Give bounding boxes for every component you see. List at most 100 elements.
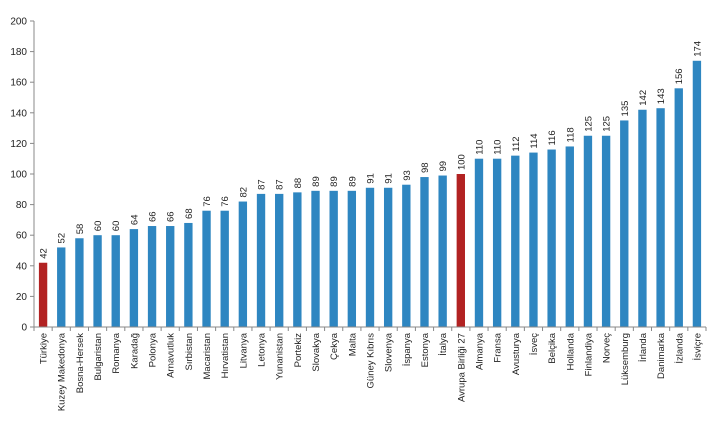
x-tick-label: Karadağ: [129, 333, 140, 369]
y-tick-label: 120: [10, 139, 27, 150]
x-tick-label: Yunanistan: [275, 333, 286, 380]
x-tick-label: Letonya: [257, 332, 268, 367]
bar: [638, 109, 647, 328]
data-label: 87: [275, 179, 286, 190]
bar: [583, 135, 593, 327]
y-tick-label: 0: [21, 323, 27, 334]
bar: [57, 247, 66, 327]
bar: [275, 193, 284, 327]
data-label: 89: [347, 176, 358, 187]
bar: [692, 60, 702, 327]
bar: [256, 193, 266, 327]
bar: [420, 177, 429, 327]
bar: [184, 222, 193, 327]
x-tick-label: İspanya: [402, 332, 413, 366]
y-axis: 0 20 40 60 80 100 120 140 160 180 200: [10, 17, 35, 334]
data-label: 76: [202, 196, 213, 207]
bar: [220, 210, 229, 327]
bar: [511, 155, 520, 327]
x-tick-label: Estonya: [420, 332, 431, 367]
bar: [529, 152, 538, 327]
data-label: 87: [257, 179, 268, 190]
bar: [93, 235, 102, 327]
x-tick-label: İsviçre: [692, 333, 703, 360]
data-label: 110: [493, 140, 504, 155]
bar: [75, 238, 84, 327]
data-label: 76: [220, 196, 231, 207]
x-tick-label: Avrupa Birliği 27: [456, 333, 467, 402]
data-label: 135: [620, 101, 631, 117]
x-tick-label: Bosna-Hersek: [75, 333, 86, 393]
x-tick-label: İzlanda: [674, 332, 685, 363]
x-tick-label: Hırvatistan: [220, 333, 231, 378]
bar: [656, 108, 665, 328]
bar: [547, 149, 556, 327]
x-tick-label: Malta: [347, 332, 358, 356]
x-tick-label: Bulgaristan: [93, 333, 104, 381]
x-tick-label: Belçika: [547, 332, 558, 363]
x-tick-label: Lüksemburg: [620, 333, 631, 385]
x-tick-label: Slovakya: [311, 332, 322, 371]
data-label: 66: [148, 211, 159, 222]
data-label: 112: [511, 136, 522, 151]
bar: [620, 120, 629, 327]
y-tick-label: 80: [16, 200, 28, 211]
x-tick-label: Danimarka: [656, 332, 667, 379]
x-tick-label: Sırbistan: [184, 333, 195, 371]
data-label: 114: [529, 133, 540, 148]
bar: [111, 235, 120, 327]
x-tick-label: Hollanda: [565, 332, 576, 370]
x-tick-label: Türkiye: [39, 333, 50, 364]
x-tick-label: Macaristan: [202, 333, 213, 379]
data-label: 42: [39, 248, 50, 259]
x-tick-label: Çekya: [329, 332, 340, 360]
data-label: 110: [474, 140, 485, 155]
x-tick-label: Portekiz: [293, 333, 304, 368]
bar: [474, 158, 484, 327]
x-tick-label: Litvanya: [238, 332, 249, 368]
data-label: 58: [75, 224, 86, 235]
y-tick-label: 160: [10, 78, 27, 89]
data-label: 118: [565, 127, 576, 142]
bar: [565, 146, 574, 327]
data-label: 116: [547, 130, 558, 145]
x-tick-label: Kuzey Makedonya: [57, 332, 68, 411]
x-tick-label: Avusturya: [511, 332, 522, 375]
y-tick-label: 200: [10, 17, 27, 28]
bar: [601, 135, 611, 327]
bar: [383, 187, 393, 327]
data-label: 60: [93, 221, 104, 232]
y-tick-label: 40: [16, 261, 28, 272]
x-tick-label: İsveç: [529, 333, 540, 355]
bar: [456, 174, 465, 327]
data-label: 99: [438, 161, 449, 172]
bar: [347, 190, 357, 327]
x-tick-label: İrlanda: [638, 332, 649, 362]
bar: [311, 190, 320, 327]
data-label: 125: [583, 116, 594, 132]
data-labels: 42 52 58 60 60 64 66 66 68 76 76 82 87 87 88 89 89 89 91 91…: [39, 41, 704, 259]
x-tick-label: Slovenya: [384, 332, 395, 372]
data-label: 68: [184, 208, 195, 219]
x-tick-label: Finlandiya: [583, 332, 594, 376]
data-label: 89: [311, 176, 322, 187]
data-label: 66: [166, 211, 177, 222]
bar: [166, 226, 175, 327]
bar: [293, 192, 302, 327]
bar: [365, 187, 375, 327]
data-label: 60: [111, 221, 122, 232]
data-label: 82: [238, 187, 249, 198]
bar: [38, 262, 48, 327]
x-tick-label: Polonya: [148, 332, 159, 367]
bar: [329, 190, 338, 327]
data-label: 125: [602, 116, 613, 132]
data-label: 143: [656, 88, 667, 104]
bar: [202, 210, 211, 327]
bar: [402, 184, 411, 327]
y-tick-label: 180: [10, 47, 27, 58]
bars: [38, 60, 702, 328]
bar: [129, 229, 139, 327]
data-label: 156: [674, 68, 685, 84]
data-label: 89: [329, 176, 340, 187]
x-tick-label: Fransa: [493, 332, 504, 362]
